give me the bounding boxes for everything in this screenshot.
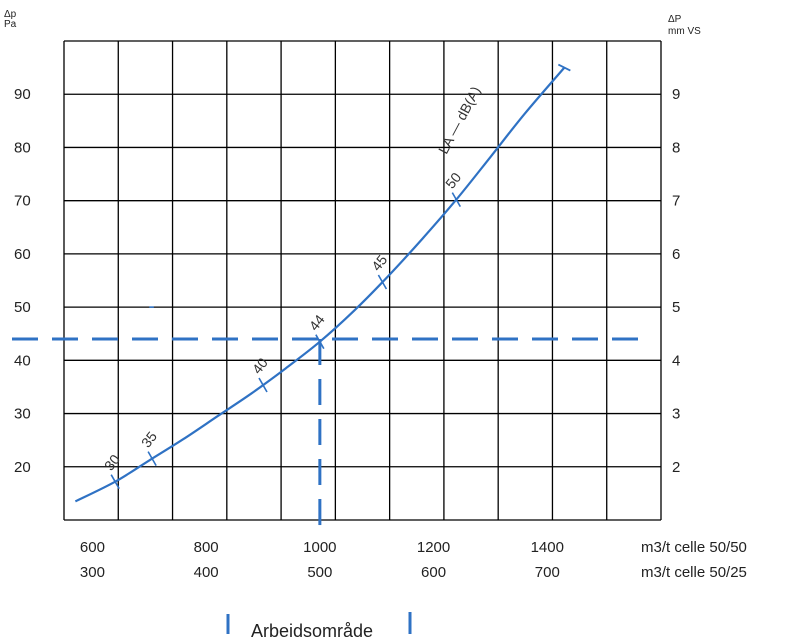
- y-tick-label-left: 60: [14, 246, 31, 263]
- sound-level-tick: [451, 192, 462, 207]
- x-tick-label: 600: [421, 564, 446, 581]
- x-tick-label: 600: [80, 539, 105, 556]
- axis-labels: 90 80 70 60 50 40 30 20 9 8 7 6 5 4 3 2 600 800 1000 1200 14…: [14, 86, 680, 581]
- y-tick-label-left: 90: [14, 86, 31, 103]
- y-tick-label-right: 4: [672, 352, 680, 369]
- left-axis-unit: Pa: [4, 19, 17, 30]
- legend-label: Arbeidsområde: [251, 621, 373, 641]
- y-tick-label-right: 6: [672, 246, 680, 263]
- right-axis-symbol: ΔP: [668, 14, 682, 25]
- x-tick-label: 1200: [417, 539, 450, 556]
- y-tick-label-right: 8: [672, 139, 680, 156]
- sound-level-label: 45: [368, 252, 390, 274]
- y-tick-label-right: 7: [672, 193, 680, 210]
- x-axis-label-row-1: m3/t celle 50/50: [641, 539, 747, 556]
- sound-level-label: 50: [442, 169, 464, 191]
- sound-level-tick: [258, 377, 268, 393]
- legend: Arbeidsområde: [226, 612, 412, 641]
- right-axis-unit: mm VS: [668, 26, 701, 37]
- sound-level-label: 30: [101, 451, 123, 473]
- y-tick-label-left: 80: [14, 139, 31, 156]
- x-tick-label: 1400: [531, 539, 564, 556]
- y-tick-label-right: 9: [672, 86, 680, 103]
- y-tick-label-left: 30: [14, 406, 31, 423]
- y-tick-label-left: 20: [14, 459, 31, 476]
- x-tick-label: 500: [307, 564, 332, 581]
- x-tick-label: 300: [80, 564, 105, 581]
- sound-level-label: 44: [306, 311, 328, 333]
- y-tick-label-left: 50: [14, 299, 31, 316]
- y-tick-label-right: 3: [672, 406, 680, 423]
- sound-level-label: 35: [138, 428, 160, 450]
- y-tick-label-left: 40: [14, 352, 31, 369]
- sound-level-tick: [110, 474, 120, 490]
- operating-point-lines: [12, 337, 648, 526]
- sound-level-tick: [147, 451, 157, 467]
- sound-level-tick: [377, 274, 388, 290]
- y-tick-label-right: 5: [672, 299, 680, 316]
- left-axis-symbol: Δp: [4, 9, 17, 20]
- x-tick-label: 400: [194, 564, 219, 581]
- x-axis-label-row-2: m3/t celle 50/25: [641, 564, 747, 581]
- y-tick-label-left: 70: [14, 193, 31, 210]
- x-tick-label: 800: [194, 539, 219, 556]
- sound-level-label: 40: [249, 355, 271, 377]
- y-tick-label-right: 2: [672, 459, 680, 476]
- x-tick-label: 1000: [303, 539, 336, 556]
- curve-end-cap: [557, 63, 571, 72]
- grid: [63, 40, 662, 521]
- x-tick-label: 700: [535, 564, 560, 581]
